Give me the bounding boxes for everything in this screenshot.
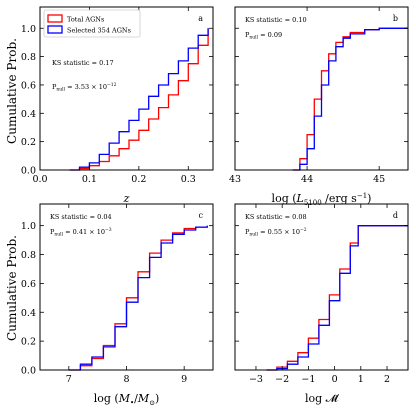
ks-statistic: KS statistic = 0.04: [50, 213, 112, 221]
legend-box: [43, 9, 141, 38]
x-axis-label: log 𝓜̇: [305, 392, 340, 405]
series-selected-line-a: [69, 28, 209, 171]
x-tick-label: −2: [275, 374, 289, 385]
y-tick-label: 1.0: [21, 221, 36, 232]
y-tick-label: 0.0: [21, 366, 36, 377]
x-tick-label: 0.3: [181, 174, 196, 185]
p-null-value: Pnull = 3.53 × 10−12: [52, 82, 117, 93]
ks-statistic: KS statistic = 0.10: [245, 16, 307, 24]
y-tick-label: 0.0: [21, 166, 36, 177]
x-tick-label: −3: [249, 374, 263, 385]
panel-d: −3 −2 −1 0 1 2 d KS statistic = 0.08 Pnull = 0.5…: [234, 203, 409, 405]
plot-frame-a: [39, 6, 214, 171]
legend-label-total: Total AGNs: [67, 16, 104, 24]
y-tick-label: 1.0: [21, 24, 36, 35]
ks-statistic: KS statistic = 0.08: [245, 213, 307, 221]
y-tick-label: 0.8: [21, 52, 36, 63]
y-tick-label: 0.8: [21, 250, 36, 261]
y-tick-label: 0.6: [21, 279, 36, 290]
x-tick-label: 45: [373, 174, 385, 185]
x-tick-label: 2: [384, 374, 390, 385]
y-tick-label: 0.4: [21, 308, 36, 319]
p-null-value: Pnull = 0.09: [245, 31, 282, 41]
y-tick-label: 0.4: [21, 109, 36, 120]
x-axis-label: log (L5100 /erg s−1): [272, 192, 372, 207]
y-tick-label: 0.2: [21, 137, 36, 148]
panel-letter: c: [199, 211, 204, 220]
x-tick-label: 43: [229, 174, 241, 185]
series-selected-line-d: [266, 225, 408, 371]
y-tick-label: 0.2: [21, 337, 36, 348]
y-tick-label: 0.6: [21, 80, 36, 91]
panel-letter: a: [198, 14, 203, 23]
plot-frame-b: [234, 6, 409, 171]
x-tick-label: 8: [123, 374, 129, 385]
x-axis-label: log (M•/M⊙): [94, 392, 160, 407]
x-axis-label: z: [123, 192, 130, 205]
legend-label-selected: Selected 354 AGNs: [67, 27, 131, 35]
legend-swatch-selected: [47, 25, 63, 34]
series-total-line-d: [266, 225, 408, 371]
series-selected-line-c: [68, 225, 208, 371]
legend: Total AGNs Selected 354 AGNs: [43, 9, 141, 38]
x-tick-label: 1: [358, 374, 364, 385]
x-tick-label: 0.2: [131, 174, 146, 185]
panel-b: 43 44 45 b KS statistic = 0.10 Pnull = 0.09 lo…: [229, 6, 409, 207]
y-axis-label-top: Cumulative Prob.: [5, 38, 19, 144]
x-tick-label: 7: [66, 374, 72, 385]
x-tick-label: 9: [181, 374, 187, 385]
panel-letter: d: [393, 211, 398, 220]
x-tick-label: 0.0: [32, 174, 47, 185]
p-null-value: Pnull = 0.41 × 10−3: [50, 227, 112, 238]
p-null-value: Pnull = 0.55 × 10−2: [245, 227, 307, 238]
plot-frame-d: [234, 203, 409, 371]
ks-statistic: KS statistic = 0.17: [52, 59, 114, 67]
x-tick-label: −1: [301, 374, 315, 385]
panel-letter: b: [393, 14, 398, 23]
x-tick-label: 44: [301, 174, 313, 185]
panel-a: 0.0 0.1 0.2 0.3 0.0 0.2 0.4 0.6 0.8 1.0 a KS statis…: [21, 6, 214, 205]
panel-c: 7 8 9 0.0 0.2 0.4 0.6 0.8 1.0 c KS statistic = 0.0…: [21, 203, 214, 407]
x-tick-label: 0: [332, 374, 338, 385]
series-total-line-a: [69, 28, 209, 171]
x-tick-label: 0.1: [82, 174, 97, 185]
legend-swatch-total: [47, 14, 63, 23]
y-axis-label-bottom: Cumulative Prob.: [5, 235, 19, 341]
series-selected-line-b: [292, 27, 408, 171]
